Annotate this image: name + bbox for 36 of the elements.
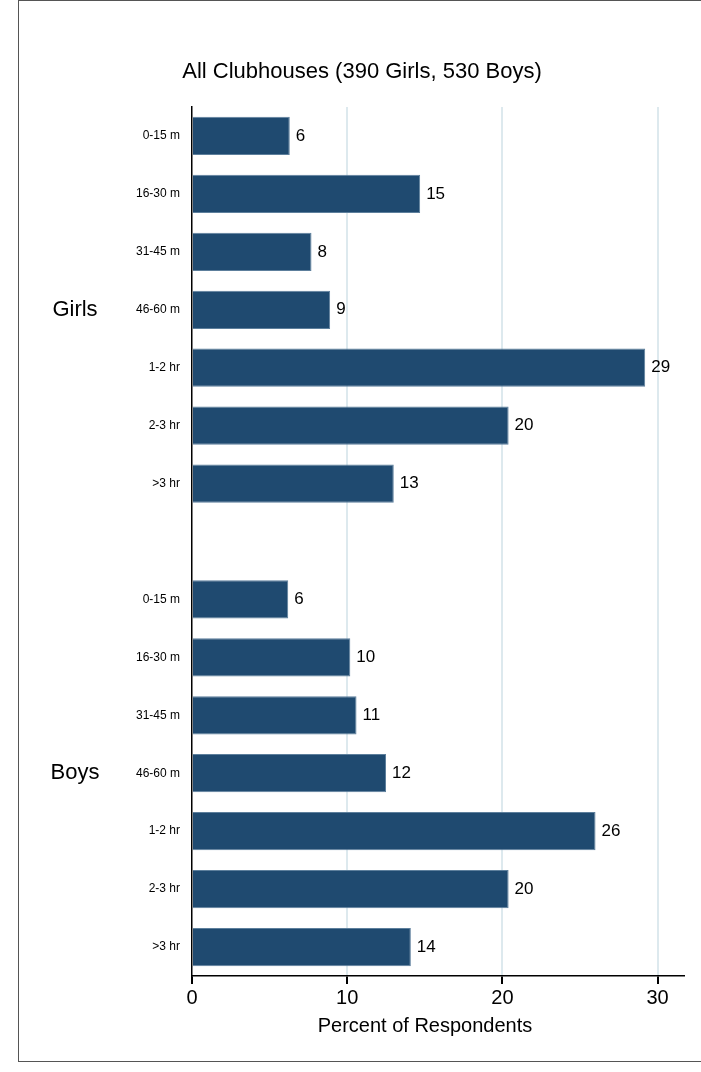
data-label: 26 <box>601 820 621 840</box>
data-label: 20 <box>514 878 534 898</box>
y-tick-label: >3 hr <box>152 939 180 954</box>
y-tick-label: 1-2 hr <box>148 360 180 375</box>
y-tick-label: 46-60 m <box>135 765 180 780</box>
data-label: 10 <box>356 647 376 667</box>
data-label: 8 <box>317 241 327 261</box>
data-label: 11 <box>362 704 381 724</box>
data-label: 6 <box>294 589 304 609</box>
data-label: 29 <box>651 357 671 377</box>
text: Girls <box>52 295 98 321</box>
y-tick-label: 16-30 m <box>135 186 180 201</box>
y-tick-label: 16-30 m <box>135 649 180 664</box>
y-tick-label: >3 hr <box>152 475 180 490</box>
data-label: 14 <box>416 936 436 956</box>
data-label: 15 <box>426 183 446 203</box>
y-tick-label: 0-15 m <box>142 591 180 606</box>
y-tick-label: 2-3 hr <box>148 881 180 896</box>
y-tick-label: 46-60 m <box>135 302 180 317</box>
x-tick-label: 10 <box>336 985 359 1008</box>
x-tick-label: 20 <box>491 985 514 1008</box>
data-label: 20 <box>514 415 534 435</box>
y-tick-label: 31-45 m <box>135 707 180 722</box>
data-label: 12 <box>392 762 411 782</box>
y-tick-label: 0-15 m <box>142 128 180 143</box>
data-label: 6 <box>295 125 306 145</box>
data-label: 13 <box>399 473 419 493</box>
x-tick-label: 0 <box>186 985 198 1008</box>
x-axis-title: Percent of Respondents <box>317 1013 533 1036</box>
text: Boys <box>50 759 100 785</box>
y-tick-label: 31-45 m <box>135 244 180 259</box>
chart-title: All Clubhouses (390 Girls, 530 Boys) <box>182 58 542 84</box>
y-tick-label: 2-3 hr <box>148 417 180 432</box>
x-tick-label: 30 <box>646 985 669 1008</box>
y-tick-label: 1-2 hr <box>148 823 180 838</box>
data-label: 9 <box>336 299 346 319</box>
